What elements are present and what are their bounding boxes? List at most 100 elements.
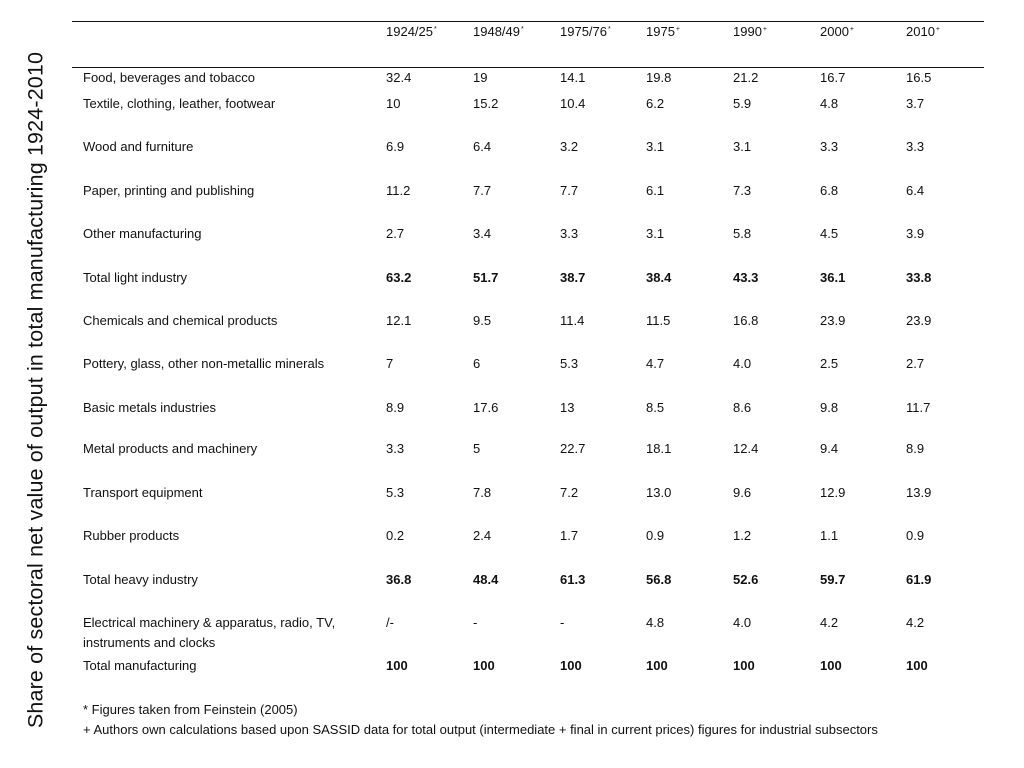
table-cell: 16.7 [820, 70, 846, 85]
table-cell: 0.9 [646, 528, 665, 543]
table-cell: 3.3 [560, 226, 579, 241]
column-header: 2000+ [820, 22, 854, 42]
table-cell: 56.8 [646, 572, 672, 587]
table-cell: 1.1 [820, 528, 839, 543]
footnote: * Figures taken from Feinstein (2005) [83, 702, 298, 717]
table-cell: 48.4 [473, 572, 499, 587]
table-cell: 59.7 [820, 572, 846, 587]
row-label: Paper, printing and publishing [83, 183, 255, 198]
table-cell: 7.7 [473, 183, 492, 198]
row-label: Food, beverages and tobacco [83, 70, 256, 85]
row-label: Total manufacturing [83, 658, 197, 673]
table-cell: 13 [560, 400, 575, 415]
column-header-mark: + [935, 26, 941, 33]
column-header-mark: * [608, 26, 611, 33]
table-cell: 52.6 [733, 572, 759, 587]
table-cell: 2.5 [820, 356, 839, 371]
row-label: Chemicals and chemical products [83, 313, 278, 328]
column-header: 1990+ [733, 22, 767, 42]
column-header: 1924/25* [386, 22, 437, 42]
table-cell: 100 [386, 658, 408, 673]
column-header: 1975+ [646, 22, 680, 42]
table-cell: 3.7 [906, 96, 925, 111]
table-cell: 0.9 [906, 528, 925, 543]
table-cell: 36.8 [386, 572, 412, 587]
table-cell: 3.1 [733, 139, 752, 154]
table-cell: 9.6 [733, 485, 752, 500]
table-cell: 5.8 [733, 226, 752, 241]
table-cell: 61.3 [560, 572, 586, 587]
table-cell: 5.3 [386, 485, 405, 500]
table-cell: 100 [733, 658, 755, 673]
table-cell: 12.1 [386, 313, 412, 328]
table-cell: 19 [473, 70, 488, 85]
column-header: 2010+ [906, 22, 940, 42]
table-cell: 3.1 [646, 139, 665, 154]
table-cell: 12.9 [820, 485, 846, 500]
table-cell: 13.0 [646, 485, 672, 500]
table-cell: 100 [820, 658, 842, 673]
table-cell: 7.3 [733, 183, 752, 198]
table-cell: 6.8 [820, 183, 839, 198]
table-cell: 4.8 [646, 615, 665, 630]
column-header-mark: * [434, 26, 437, 33]
table-cell: 43.3 [733, 270, 759, 285]
table-cell: 11.5 [646, 313, 671, 328]
table-cell: 13.9 [906, 485, 932, 500]
table-cell: 2.4 [473, 528, 492, 543]
table-cell: 9.4 [820, 441, 839, 456]
table-cell: 32.4 [386, 70, 412, 85]
column-header-label: 1924/25 [386, 24, 433, 39]
table-cell: 3.3 [906, 139, 925, 154]
row-label: Metal products and machinery [83, 441, 258, 456]
table-cell: 3.3 [386, 441, 405, 456]
table-cell: - [560, 615, 565, 630]
side-title: Share of sectoral net value of output in… [23, 51, 48, 729]
table-cell: 6.9 [386, 139, 405, 154]
table-cell: 4.2 [906, 615, 925, 630]
table-cell: 3.1 [646, 226, 665, 241]
table-cell: 4.0 [733, 356, 752, 371]
column-header: 1948/49* [473, 22, 524, 42]
table-cell: 6.4 [906, 183, 925, 198]
table-cell: 8.6 [733, 400, 752, 415]
table-cell: 33.8 [906, 270, 932, 285]
table-cell: 15.2 [473, 96, 499, 111]
table-cell: 22.7 [560, 441, 586, 456]
table-cell: - [473, 615, 478, 630]
column-header-mark: + [675, 26, 681, 33]
table-cell: 3.9 [906, 226, 925, 241]
table-cell: 100 [473, 658, 495, 673]
column-header-mark: * [521, 26, 524, 33]
table-cell: 23.9 [906, 313, 932, 328]
table-cell: 100 [906, 658, 928, 673]
table-cell: 11.7 [906, 400, 931, 415]
table-cell: 8.9 [386, 400, 405, 415]
table-cell: 9.5 [473, 313, 492, 328]
column-header-mark: + [849, 26, 855, 33]
row-label: Pottery, glass, other non-metallic miner… [83, 356, 325, 371]
table-top-rule [72, 21, 984, 22]
footnote: + Authors own calculations based upon SA… [83, 722, 878, 737]
table-cell: 5.9 [733, 96, 752, 111]
table-cell: 4.8 [820, 96, 839, 111]
table-cell: 100 [646, 658, 668, 673]
table-header-rule [72, 67, 984, 68]
table-cell: 11.4 [560, 313, 585, 328]
table-cell: 19.8 [646, 70, 672, 85]
row-label: Textile, clothing, leather, footwear [83, 96, 276, 111]
table-cell: 3.3 [820, 139, 839, 154]
column-header-label: 1948/49 [473, 24, 520, 39]
column-header-mark: + [762, 26, 768, 33]
table-cell: 6.2 [646, 96, 665, 111]
table-cell: 12.4 [733, 441, 759, 456]
table-cell: 16.8 [733, 313, 759, 328]
table-cell: 6.4 [473, 139, 492, 154]
table-cell: 7.8 [473, 485, 492, 500]
column-header-label: 1975/76 [560, 24, 607, 39]
table-cell: 6 [473, 356, 481, 371]
row-label: Basic metals industries [83, 400, 216, 415]
table-cell: 3.4 [473, 226, 492, 241]
table-cell: 7.7 [560, 183, 579, 198]
